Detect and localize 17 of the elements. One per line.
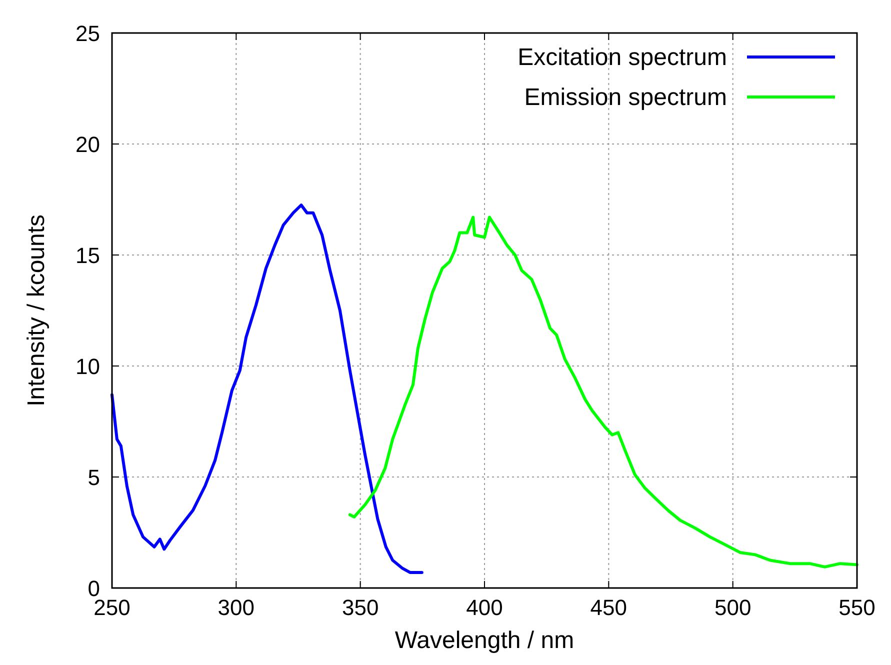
legend-label: Emission spectrum	[524, 84, 727, 111]
y-tick-label: 20	[76, 132, 100, 157]
y-tick-label: 25	[76, 21, 100, 46]
y-tick-label: 15	[76, 243, 100, 268]
line-series	[348, 216, 858, 568]
x-tick-label: 400	[466, 595, 503, 620]
x-tick-label: 450	[590, 595, 628, 620]
y-tick-label: 5	[88, 465, 100, 490]
line-series	[110, 204, 424, 574]
x-tick-label: 300	[218, 595, 255, 620]
x-axis-title: Wavelength / nm	[394, 627, 574, 654]
y-tick-label: 10	[76, 354, 100, 379]
x-tick-label: 500	[714, 595, 752, 620]
x-tick-label: 350	[342, 595, 379, 620]
legend-label: Excitation spectrum	[518, 44, 727, 71]
y-axis-title: Intensity / kcounts	[23, 214, 50, 407]
x-tick-label: 550	[838, 595, 876, 620]
